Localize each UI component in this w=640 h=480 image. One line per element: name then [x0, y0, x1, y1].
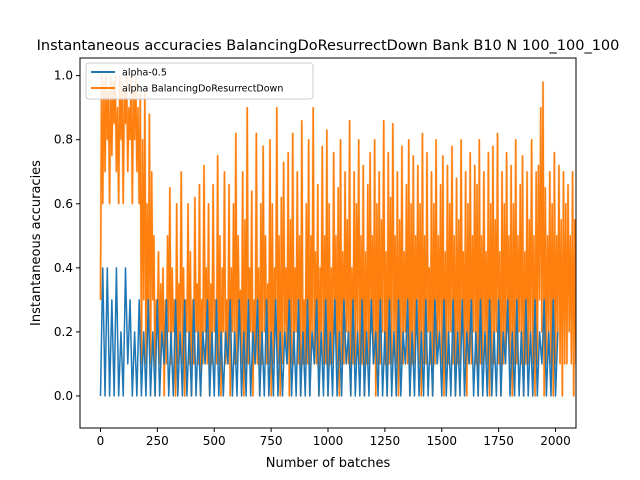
x-tick-label: 1500	[426, 434, 457, 448]
x-tick-label: 0	[97, 434, 105, 448]
x-axis: 0 250 500 750 1000 1250 1500 1750 2000	[97, 428, 571, 448]
y-tick-label: 0.6	[54, 197, 73, 211]
x-tick-label: 1000	[313, 434, 344, 448]
y-axis-label: Instantaneous accuracies	[29, 160, 44, 326]
y-tick-label: 0.0	[54, 389, 73, 403]
y-axis: 0.0 0.2 0.4 0.6 0.8 1.0	[54, 69, 80, 403]
x-tick-label: 250	[146, 434, 169, 448]
legend-box	[85, 62, 314, 100]
x-axis-label: Number of batches	[266, 456, 391, 471]
y-tick-label: 0.4	[54, 261, 73, 275]
legend-label-alpha-0-5: alpha-0.5	[122, 68, 167, 79]
x-tick-label: 750	[260, 434, 283, 448]
y-tick-label: 0.2	[54, 325, 73, 339]
legend: alpha-0.5 alpha BalancingDoResurrectDown	[85, 62, 314, 100]
x-tick-label: 2000	[540, 434, 571, 448]
series-layer	[99, 74, 576, 397]
series-line-0	[99, 267, 559, 397]
y-tick-label: 1.0	[54, 69, 73, 83]
x-tick-label: 500	[203, 434, 226, 448]
x-tick-label: 1750	[483, 434, 514, 448]
y-tick-label: 0.8	[54, 133, 73, 147]
legend-label-alpha-balancing: alpha BalancingDoResurrectDown	[122, 84, 283, 95]
x-tick-label: 1250	[370, 434, 401, 448]
chart-title: Instantaneous accuracies BalancingDoResu…	[37, 38, 620, 54]
